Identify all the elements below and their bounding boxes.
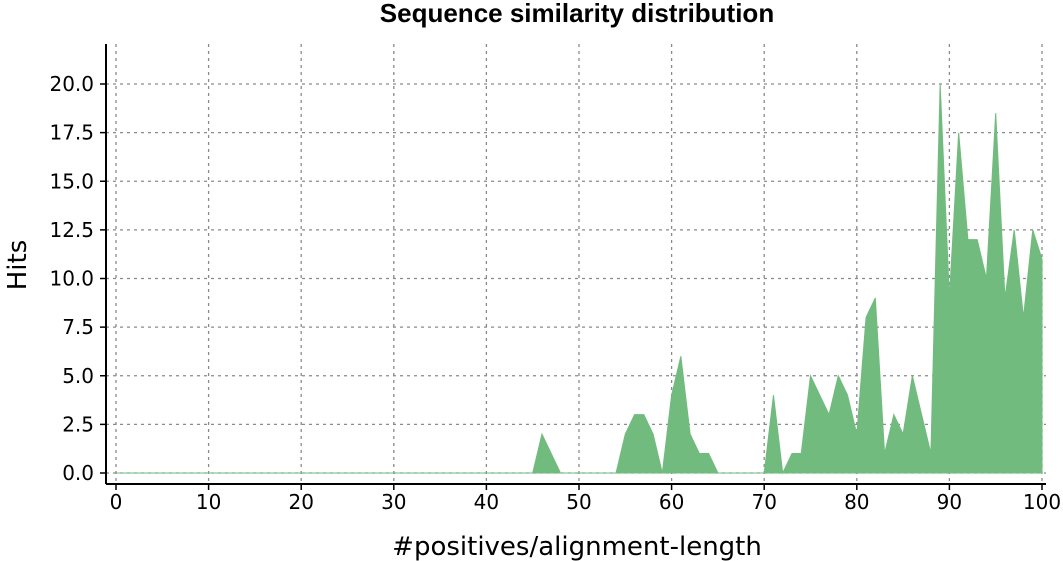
y-tick-label: 15.0 <box>49 169 94 193</box>
x-tick-label: 0 <box>110 490 123 514</box>
x-tick-label: 90 <box>937 490 962 514</box>
grid-lines <box>106 44 1046 484</box>
x-axis-label: #positives/alignment-length <box>392 532 762 561</box>
x-tick-label: 60 <box>659 490 684 514</box>
x-tick-label: 70 <box>751 490 776 514</box>
x-tick-label: 50 <box>566 490 591 514</box>
y-tick-label: 17.5 <box>49 121 94 145</box>
y-axis-label: Hits <box>3 240 33 291</box>
x-tick-label: 20 <box>288 490 313 514</box>
axes <box>100 44 1046 490</box>
x-tick-label: 40 <box>474 490 499 514</box>
y-tick-label: 2.5 <box>62 412 94 436</box>
x-tick-label: 80 <box>844 490 869 514</box>
x-tick-label: 30 <box>381 490 406 514</box>
y-tick-label: 20.0 <box>49 72 94 96</box>
y-tick-label: 7.5 <box>62 315 94 339</box>
y-tick-label: 0.0 <box>62 461 94 485</box>
plot-area <box>116 83 1043 475</box>
x-tick-label: 100 <box>1023 490 1061 514</box>
tick-labels: 0 10 20 30 40 50 60 70 80 90 100 0.0 2.5 5.0 7.5 10.0 12… <box>49 72 1061 514</box>
y-tick-label: 10.0 <box>49 267 94 291</box>
x-tick-label: 10 <box>196 490 221 514</box>
hits-area-series <box>116 83 1043 475</box>
chart-title: Sequence similarity distribution <box>380 0 774 28</box>
y-tick-label: 12.5 <box>49 218 94 242</box>
y-tick-label: 5.0 <box>62 364 94 388</box>
